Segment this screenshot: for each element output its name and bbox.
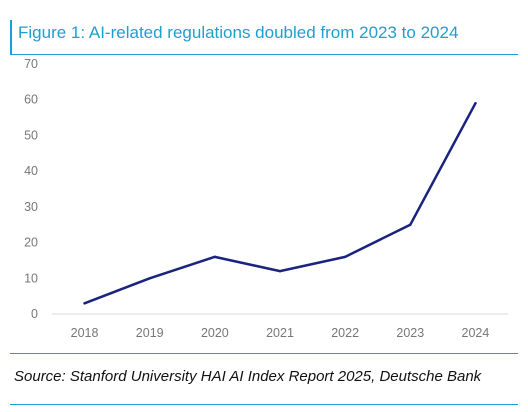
source-note: Source: Stanford University HAI AI Index…: [14, 368, 482, 385]
title-bar: Figure 1: AI-related regulations doubled…: [10, 20, 518, 54]
figure-frame: Figure 1: AI-related regulations doubled…: [10, 8, 518, 405]
x-tick-label: 2022: [331, 326, 359, 340]
x-tick-label: 2023: [396, 326, 424, 340]
bottom-rule: [10, 404, 518, 405]
x-tick-label: 2021: [266, 326, 294, 340]
y-tick-label: 50: [24, 128, 38, 142]
data-point: [409, 223, 412, 226]
series-line: [83, 102, 477, 305]
y-tick-label: 0: [31, 307, 38, 321]
y-tick-label: 20: [24, 236, 38, 250]
figure-title: Figure 1: AI-related regulations doubled…: [18, 23, 459, 42]
footer-rule: [10, 353, 518, 354]
y-tick-label: 10: [24, 271, 38, 285]
y-tick-label: 40: [24, 164, 38, 178]
data-point: [343, 255, 347, 259]
x-tick-label: 2020: [201, 326, 229, 340]
data-point: [213, 255, 217, 259]
data-point: [474, 102, 477, 105]
y-tick-label: 60: [24, 93, 38, 107]
data-point: [148, 277, 151, 280]
data-point: [83, 302, 86, 305]
top-rule: [10, 54, 518, 55]
x-tick-label: 2024: [462, 326, 490, 340]
x-tick-label: 2018: [71, 326, 99, 340]
x-tick-label: 2019: [136, 326, 164, 340]
y-tick-label: 70: [24, 57, 38, 71]
y-tick-label: 30: [24, 200, 38, 214]
data-point: [278, 269, 282, 273]
